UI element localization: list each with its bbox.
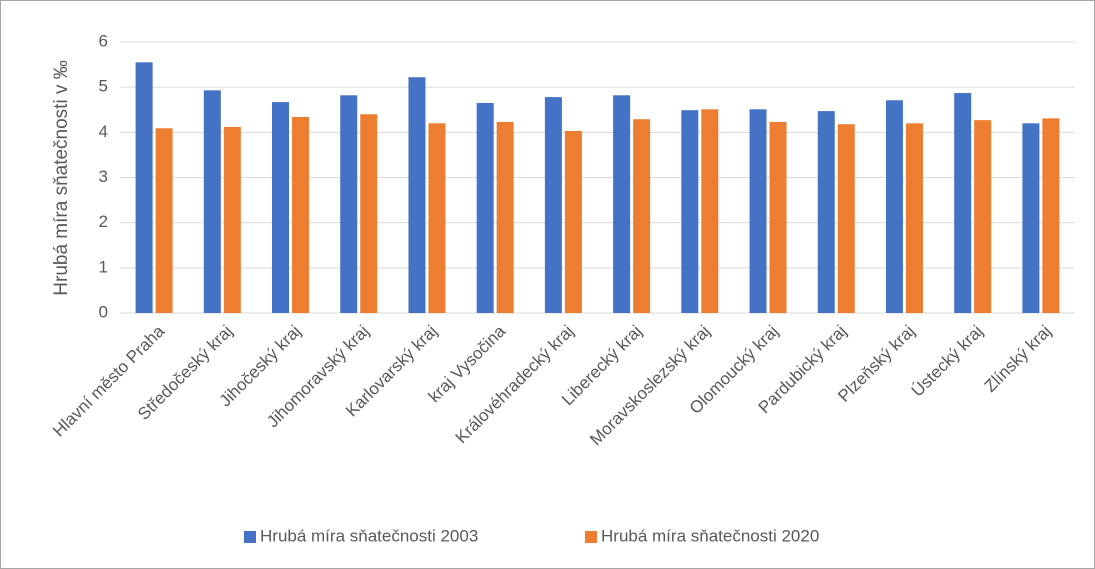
legend-swatch <box>244 531 256 543</box>
bar <box>701 109 719 313</box>
bar <box>292 116 310 313</box>
bar <box>340 95 358 314</box>
bar <box>496 121 514 313</box>
legend-label: Hrubá míra sňatečnosti 2003 <box>260 526 478 545</box>
y-tick-label: 3 <box>99 167 108 186</box>
bar <box>954 93 972 313</box>
y-tick-label: 0 <box>99 302 108 321</box>
y-tick-label: 4 <box>99 122 108 141</box>
y-tick-label: 6 <box>99 31 108 50</box>
legend-label: Hrubá míra sňatečnosti 2020 <box>601 526 819 545</box>
bar <box>360 114 378 314</box>
bar <box>203 90 221 313</box>
bar <box>817 111 835 313</box>
bar <box>544 97 562 313</box>
bar <box>1022 123 1040 313</box>
bar <box>769 121 787 313</box>
bar <box>135 62 153 314</box>
y-tick-label: 1 <box>99 257 108 276</box>
bar <box>749 109 767 313</box>
bar <box>155 128 173 313</box>
bar <box>974 120 992 313</box>
bar <box>1042 118 1060 313</box>
legend-swatch <box>585 531 597 543</box>
bar <box>223 126 241 313</box>
bar <box>476 102 494 313</box>
bar <box>408 77 426 313</box>
bar <box>633 119 651 313</box>
bar <box>885 100 903 313</box>
bar <box>613 95 631 314</box>
bar <box>905 123 923 313</box>
bar <box>837 124 855 313</box>
y-tick-label: 2 <box>99 212 108 231</box>
y-axis-title: Hrubá míra sňatečnosti v ‰ <box>51 60 72 295</box>
bar <box>564 130 582 313</box>
bar <box>272 102 290 314</box>
y-tick-label: 5 <box>99 77 108 96</box>
bar <box>428 123 446 313</box>
bar <box>681 110 699 314</box>
